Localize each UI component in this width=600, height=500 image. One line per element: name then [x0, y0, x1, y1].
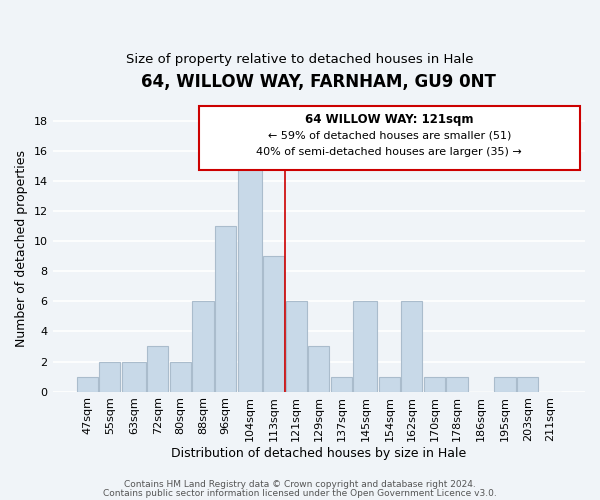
- Bar: [193, 302, 214, 392]
- Bar: [215, 226, 236, 392]
- Text: ← 59% of detached houses are smaller (51): ← 59% of detached houses are smaller (51…: [268, 130, 511, 140]
- X-axis label: Distribution of detached houses by size in Hale: Distribution of detached houses by size …: [171, 447, 466, 460]
- Bar: [353, 302, 377, 392]
- Text: 40% of semi-detached houses are larger (35) →: 40% of semi-detached houses are larger (…: [256, 148, 522, 158]
- Bar: [77, 376, 98, 392]
- Bar: [517, 376, 538, 392]
- Text: Contains public sector information licensed under the Open Government Licence v3: Contains public sector information licen…: [103, 488, 497, 498]
- Bar: [100, 362, 121, 392]
- Bar: [401, 302, 422, 392]
- Bar: [263, 256, 284, 392]
- Text: Contains HM Land Registry data © Crown copyright and database right 2024.: Contains HM Land Registry data © Crown c…: [124, 480, 476, 489]
- Bar: [308, 346, 329, 392]
- Bar: [238, 166, 262, 392]
- Bar: [494, 376, 515, 392]
- Text: Size of property relative to detached houses in Hale: Size of property relative to detached ho…: [126, 52, 474, 66]
- Bar: [331, 376, 352, 392]
- Text: 64 WILLOW WAY: 121sqm: 64 WILLOW WAY: 121sqm: [305, 113, 473, 126]
- Title: 64, WILLOW WAY, FARNHAM, GU9 0NT: 64, WILLOW WAY, FARNHAM, GU9 0NT: [142, 72, 496, 90]
- Y-axis label: Number of detached properties: Number of detached properties: [15, 150, 28, 348]
- Bar: [446, 376, 467, 392]
- Bar: [424, 376, 445, 392]
- Bar: [286, 302, 307, 392]
- Bar: [122, 362, 146, 392]
- FancyBboxPatch shape: [199, 106, 580, 170]
- Bar: [148, 346, 169, 392]
- Bar: [379, 376, 400, 392]
- Bar: [170, 362, 191, 392]
